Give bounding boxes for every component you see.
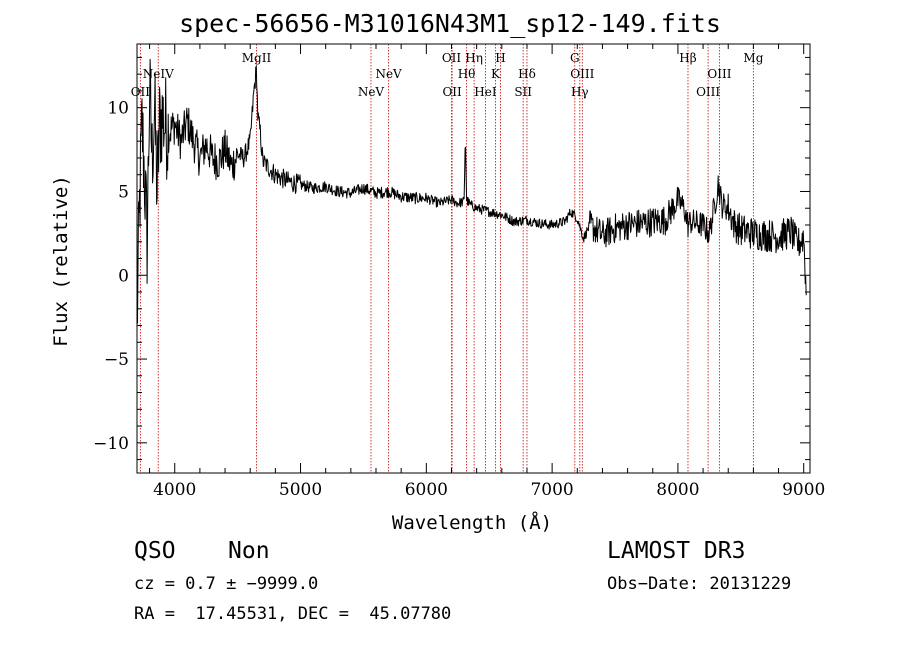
emission-line-label: OII	[131, 85, 151, 99]
emission-line-label: Hδ	[518, 67, 536, 81]
axis-ticks: 4000 5000 6000 7000 8000 9000 −10 −5 0 5 10	[93, 44, 825, 500]
emission-line-label: H	[495, 51, 505, 65]
emission-line-label: OIII	[707, 67, 731, 81]
y-tick-label: 5	[118, 182, 129, 202]
plot-frame	[136, 43, 811, 474]
x-axis-label: Wavelength (Å)	[391, 512, 553, 534]
y-tick-label: 10	[107, 99, 129, 119]
emission-line-label: K	[491, 67, 501, 81]
y-tick-label: 0	[118, 266, 129, 286]
emission-line-labels: OII NeIV MgII NeV NeV OII OII Hθ Hη HeI KH Hδ SII G OI…	[131, 51, 764, 99]
y-tick-label: −10	[93, 434, 129, 454]
x-tick-label: 7000	[530, 480, 573, 500]
spectrum-line	[136, 58, 807, 324]
emission-line-label: OII	[442, 85, 462, 99]
emission-line-label: Hβ	[679, 51, 696, 65]
x-tick-label: 9000	[782, 480, 825, 500]
coordinates-readout: RA = 17.45531, DEC = 45.07780	[134, 604, 452, 624]
object-class: QSO	[134, 538, 176, 564]
observation-date: Obs−Date: 20131229	[607, 574, 792, 594]
emission-line-label: OII	[442, 51, 462, 65]
survey-name: LAMOST DR3	[607, 538, 746, 564]
emission-line-label: NeV	[375, 67, 402, 81]
emission-line-label: Hγ	[571, 85, 589, 99]
y-axis-label: Flux (relative)	[50, 175, 72, 347]
y-tick-label: −5	[104, 350, 129, 370]
emission-line-label: NeV	[358, 85, 385, 99]
emission-line-label: SII	[514, 85, 532, 99]
x-tick-label: 4000	[153, 480, 196, 500]
emission-line-label: HeI	[474, 85, 497, 99]
object-subclass: Non	[228, 538, 270, 564]
emission-line-label: G	[570, 51, 580, 65]
emission-line-label: MgII	[242, 51, 272, 65]
emission-line-label: Hη	[465, 51, 483, 65]
x-tick-label: 8000	[656, 480, 699, 500]
x-tick-label: 6000	[405, 480, 448, 500]
x-tick-label: 5000	[279, 480, 322, 500]
emission-line-label: OIII	[570, 67, 594, 81]
chart-title: spec-56656-M31016N43M1_sp12-149.fits	[179, 9, 721, 38]
redshift-readout: cz = 0.7 ± −9999.0	[134, 574, 319, 594]
emission-line-label: Hθ	[458, 67, 476, 81]
emission-line-label: NeIV	[143, 67, 174, 81]
emission-line-markers	[139, 44, 754, 473]
emission-line-label: OIII	[696, 85, 720, 99]
emission-line-label: Mg	[743, 51, 763, 65]
